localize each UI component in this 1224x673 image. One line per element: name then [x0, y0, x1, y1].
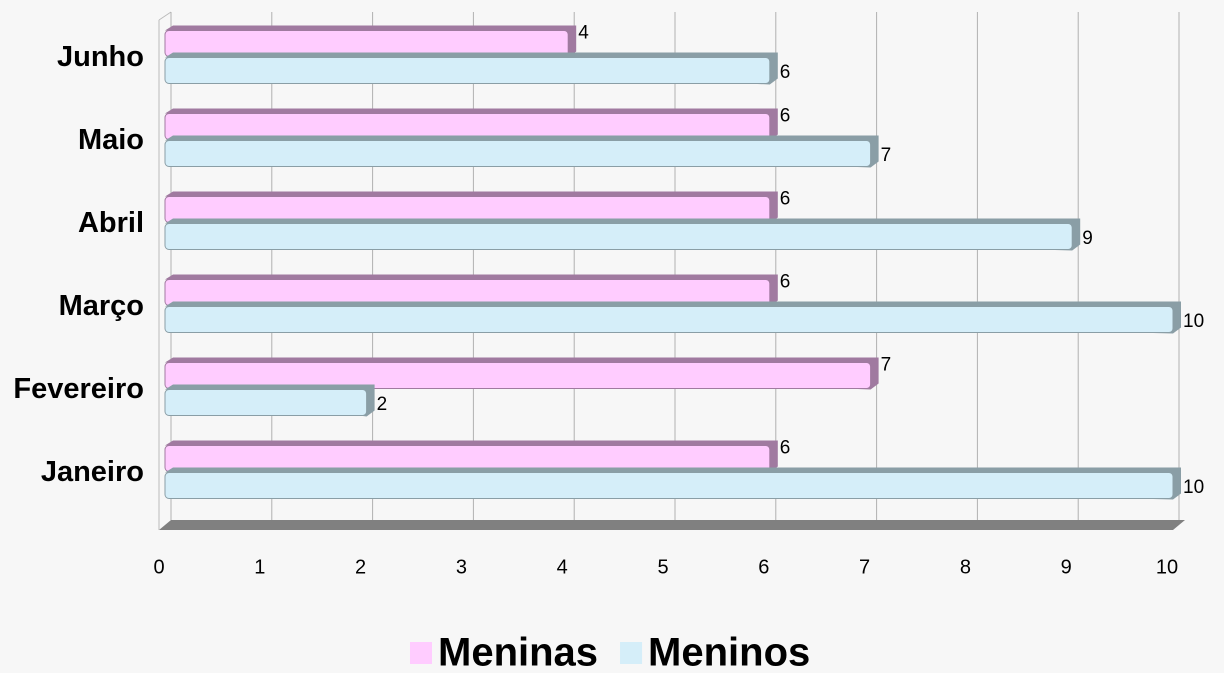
value-label: 10 [1183, 477, 1204, 498]
side-wall-top [158, 11, 172, 21]
category-label: Março [59, 290, 144, 322]
value-label: 6 [780, 106, 791, 127]
category-label: Janeiro [41, 456, 144, 488]
x-tick-label: 7 [859, 556, 870, 578]
bar [164, 57, 771, 84]
bar [164, 472, 1174, 499]
x-tick-label: 10 [1156, 556, 1178, 578]
legend-label: Meninos [648, 631, 810, 673]
bar [164, 306, 1174, 333]
value-label: 7 [881, 145, 892, 166]
value-label: 6 [780, 62, 791, 83]
x-tick-label: 4 [557, 556, 568, 578]
x-tick-label: 6 [758, 556, 769, 578]
x-tick-label: 3 [456, 556, 467, 578]
legend-label: Meninas [438, 631, 598, 673]
x-tick-label: 9 [1061, 556, 1072, 578]
x-tick-label: 8 [960, 556, 971, 578]
value-label: 6 [780, 189, 791, 210]
value-label: 10 [1183, 311, 1204, 332]
value-label: 6 [780, 438, 791, 459]
bar [164, 389, 368, 416]
bar [164, 362, 872, 389]
category-label: Abril [78, 207, 144, 239]
legend-swatch [410, 642, 432, 664]
category-label: Maio [78, 124, 144, 156]
x-tick-label: 0 [153, 556, 164, 578]
value-label: 7 [881, 355, 892, 376]
x-tick-label: 5 [657, 556, 668, 578]
category-label: Fevereiro [13, 373, 144, 405]
bar [164, 223, 1073, 250]
value-label: 9 [1082, 228, 1093, 249]
x-tick-label: 1 [254, 556, 265, 578]
legend-swatch [620, 642, 643, 664]
bar [164, 140, 872, 167]
value-label: 6 [780, 272, 791, 293]
value-label: 2 [377, 394, 388, 415]
category-label: Junho [57, 41, 144, 73]
x-tick-label: 2 [355, 556, 366, 578]
value-label: 4 [578, 23, 589, 44]
plot-floor [159, 520, 1185, 530]
